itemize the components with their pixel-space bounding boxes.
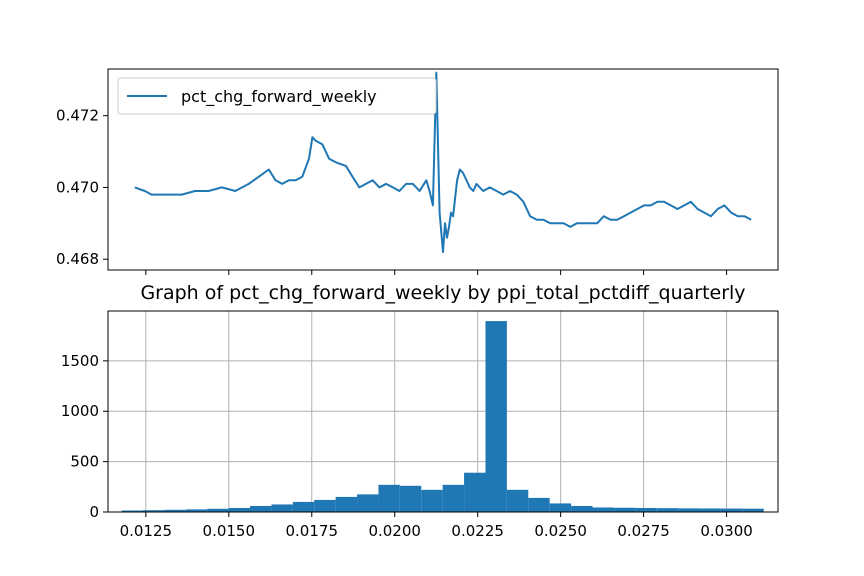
line-y-tick-label: 0.472	[56, 107, 99, 125]
histogram-bar	[528, 497, 550, 512]
histogram-bar	[164, 509, 186, 512]
histogram-title: Graph of pct_chg_forward_weekly by ppi_t…	[140, 282, 745, 304]
histogram-bar	[207, 508, 229, 512]
histogram-x-tick-label: 0.0150	[203, 522, 256, 540]
histogram-bar	[720, 508, 743, 512]
histogram-grid	[108, 311, 778, 513]
histogram-x-tick-label: 0.0200	[368, 522, 421, 540]
series-line-pct-chg-forward-weekly	[134, 71, 752, 254]
histogram-x-tick-label: 0.0250	[534, 522, 587, 540]
histogram-bar	[335, 496, 358, 512]
histogram-y-tick-label: 0	[89, 503, 99, 521]
line-chart: 0.468 0.470 0.472 pct_chg_forward_weekly	[56, 68, 779, 275]
histogram-bar	[250, 505, 272, 512]
histogram-bar	[485, 321, 507, 512]
histogram-bar	[143, 510, 165, 512]
histogram-bar	[656, 508, 679, 512]
histogram-bar	[271, 504, 293, 512]
histogram-bar	[549, 503, 572, 512]
histogram-bar	[699, 508, 721, 512]
histogram-bar	[121, 510, 144, 512]
histogram-x-axis: 0.0125 0.0150 0.0175 0.0200 0.0225 0.0250 0.02…	[120, 512, 753, 540]
histogram-y-tick-label: 1000	[61, 402, 99, 420]
histogram-bar	[571, 505, 593, 512]
line-plot-frame	[107, 68, 779, 271]
histogram-y-tick-label: 500	[70, 453, 99, 471]
legend-label: pct_chg_forward_weekly	[181, 87, 377, 107]
histogram-x-tick-label: 0.0175	[286, 522, 339, 540]
histogram-bar	[314, 499, 336, 512]
histogram-bar	[464, 472, 486, 512]
histogram-bars	[121, 321, 764, 512]
histogram-bar	[742, 508, 764, 512]
histogram-x-tick-label: 0.0300	[700, 522, 753, 540]
histogram-bar	[185, 509, 208, 512]
histogram-bar	[678, 508, 700, 512]
legend: pct_chg_forward_weekly	[117, 77, 437, 115]
histogram-x-tick-label: 0.0125	[120, 522, 173, 540]
histogram-x-tick-label: 0.0275	[617, 522, 670, 540]
line-y-axis: 0.468 0.470 0.472	[56, 107, 108, 268]
histogram-bar	[292, 501, 315, 512]
histogram-bar	[506, 489, 529, 512]
histogram-bar	[635, 507, 657, 512]
histogram-bar	[357, 494, 379, 512]
histogram-bar	[228, 507, 251, 512]
histogram-bar	[421, 489, 443, 512]
histogram-chart: Graph of pct_chg_forward_weekly by ppi_t…	[61, 282, 779, 540]
line-y-tick-label: 0.470	[56, 178, 99, 196]
histogram-bar	[613, 507, 636, 512]
line-x-axis	[145, 270, 728, 275]
histogram-x-tick-label: 0.0225	[451, 522, 504, 540]
histogram-bar	[378, 484, 400, 512]
histogram-y-axis: 0 500 1000 1500	[61, 352, 108, 521]
histogram-y-tick-label: 1500	[61, 352, 99, 370]
histogram-bar	[399, 485, 422, 512]
histogram-bar	[592, 507, 614, 512]
histogram-bar	[442, 484, 465, 512]
line-y-tick-label: 0.468	[56, 250, 99, 268]
legend-box	[117, 77, 437, 115]
